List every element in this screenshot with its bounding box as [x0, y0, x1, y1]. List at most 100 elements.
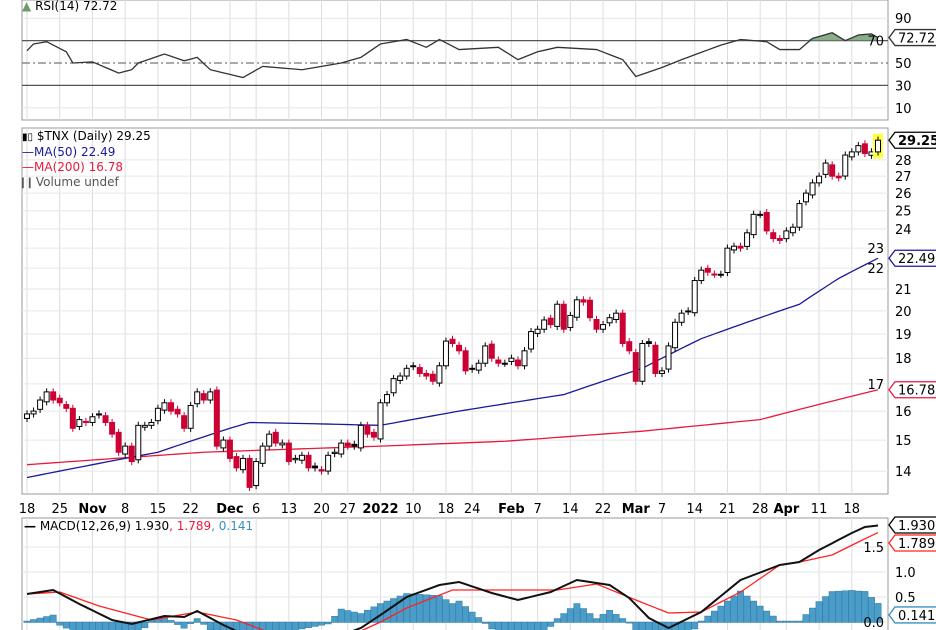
- price-y-tick: 17: [867, 378, 884, 393]
- candle-body: [331, 451, 338, 455]
- macd-histogram-bar: [193, 618, 201, 623]
- candle-body: [737, 245, 744, 249]
- macd-histogram-bar: [206, 621, 214, 630]
- price-y-tick: 19: [895, 328, 912, 343]
- candle-body: [711, 273, 718, 276]
- candle-body: [200, 393, 207, 401]
- candle-body: [253, 461, 260, 487]
- macd-legend: — MACD(12,26,9) 1.930, 1.789, 0.141: [24, 519, 253, 533]
- macd-histogram-bar: [835, 590, 843, 623]
- macd-y-tick: 1.0: [895, 566, 916, 581]
- price-y-tick: 20: [895, 305, 912, 320]
- candle-body: [855, 145, 862, 153]
- macd-histogram-bar: [115, 621, 123, 630]
- candle-body: [56, 397, 63, 404]
- x-tick-label: Nov: [78, 502, 107, 517]
- ma50-legend-text: MA(50) 22.49: [34, 145, 116, 159]
- candle-body: [305, 454, 312, 469]
- x-tick-label: 7: [658, 502, 666, 517]
- macd-signal-value-tag: 1.789: [898, 537, 935, 552]
- macd-histogram-bar: [619, 618, 627, 623]
- candle-body: [528, 331, 535, 350]
- price-y-tick: 16: [895, 405, 912, 420]
- candle-body: [488, 343, 495, 359]
- macd-histogram-bar: [717, 605, 725, 623]
- candle-body: [325, 454, 332, 472]
- macd-histogram-bar: [49, 614, 57, 623]
- candle-body: [161, 402, 168, 411]
- rsi-y-tick: 30: [895, 79, 912, 94]
- candle-body: [390, 378, 397, 394]
- candle-body: [96, 413, 103, 416]
- macd-histogram-bar: [82, 621, 90, 630]
- macd-histogram-bar: [128, 621, 136, 630]
- price-y-tick: 14: [895, 465, 912, 480]
- x-tick-label: 18: [19, 502, 36, 517]
- candle-body: [541, 319, 548, 330]
- candle-body: [436, 365, 443, 384]
- ma200-value-tag-box: [888, 381, 936, 399]
- macd-histogram-bar: [854, 590, 862, 623]
- x-tick-label: Apr: [773, 502, 799, 517]
- candle-body: [730, 245, 737, 251]
- macd-histogram-bar: [796, 620, 803, 623]
- macd-histogram-bar: [743, 595, 751, 623]
- macd-histogram-bar: [481, 621, 489, 624]
- candle-body: [717, 273, 724, 276]
- price-y-tick: 26: [895, 187, 912, 202]
- rsi-legend-text: RSI(14) 72.72: [35, 0, 118, 13]
- x-tick-label: 2022: [362, 502, 398, 517]
- rsi-y-tick: 50: [895, 57, 912, 72]
- candle-body: [770, 232, 777, 240]
- candle-body: [613, 312, 620, 321]
- rsi-value-tag: 72.72: [898, 32, 935, 47]
- macd-histogram-bar: [43, 616, 51, 623]
- candle-body: [43, 391, 50, 403]
- macd-histogram-bar: [108, 621, 116, 630]
- candle-body: [410, 365, 417, 368]
- macd-histogram-bar: [102, 621, 109, 630]
- candle-body: [298, 454, 305, 461]
- macd-histogram-bar: [822, 596, 830, 623]
- macd-histogram-bar: [449, 603, 456, 623]
- macd-value-tag-box: [888, 516, 936, 534]
- macd-histogram-bar: [318, 621, 325, 626]
- macd-histogram-bar: [638, 621, 646, 630]
- macd-histogram-bar: [174, 621, 181, 625]
- macd-histogram-bar: [350, 611, 358, 623]
- macd-histogram-bar: [756, 605, 764, 623]
- candle-body: [475, 362, 482, 371]
- candle-body: [704, 267, 711, 273]
- candle-body: [357, 424, 364, 449]
- price-y-tick: 15: [895, 434, 912, 449]
- macd-histogram-bar: [776, 620, 784, 623]
- macd-histogram-bar: [671, 621, 679, 630]
- ma200-value-tag: 16.78: [898, 384, 935, 399]
- macd-histogram-bar: [737, 590, 744, 623]
- macd-hist-legend: , 0.141: [211, 519, 254, 533]
- macd-histogram-bar: [809, 607, 816, 623]
- price-y-tick: 27: [895, 170, 912, 185]
- candle-body: [226, 439, 233, 459]
- price-y-tick: 23: [867, 242, 884, 257]
- macd-signal-value-tag-box: [888, 534, 936, 552]
- macd-histogram-bar: [364, 609, 371, 623]
- candle-body: [429, 373, 436, 382]
- macd-histogram-bar: [724, 600, 731, 623]
- candle-body: [266, 433, 273, 447]
- candle-body: [796, 203, 803, 228]
- macd-histogram-bar: [30, 619, 37, 623]
- price-y-tick: 18: [895, 352, 912, 367]
- candle-body: [802, 192, 809, 203]
- macd-histogram-bar: [141, 621, 149, 629]
- macd-histogram-bar: [645, 621, 653, 630]
- candle-body: [24, 413, 30, 419]
- candle-body: [370, 431, 377, 438]
- macd-histogram-bar: [789, 620, 797, 623]
- macd-histogram-bar: [200, 621, 208, 625]
- candle-body: [789, 226, 796, 234]
- candle-body: [658, 370, 665, 374]
- candle-body: [292, 457, 299, 461]
- macd-histogram-bar: [455, 600, 463, 623]
- macd-histogram-bar: [782, 620, 790, 623]
